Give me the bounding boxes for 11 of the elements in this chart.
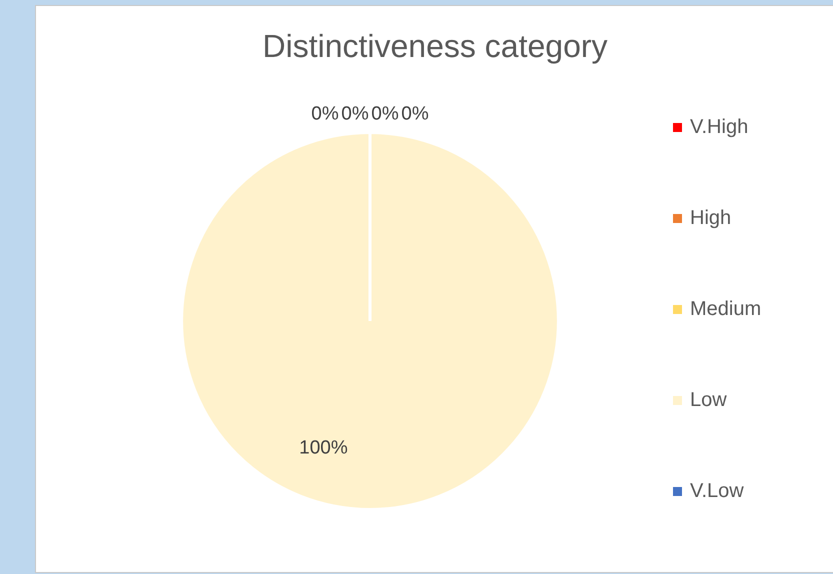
legend-label: V.Low [690, 480, 744, 503]
text: 0% [401, 104, 429, 125]
legend-label: Medium [690, 298, 762, 321]
legend-label: V.High [690, 116, 748, 139]
text: 0% [311, 104, 339, 125]
data-label: 100% [299, 438, 348, 459]
legend-label: High [690, 207, 732, 230]
text: 0% [341, 104, 369, 125]
legend-label: Low [690, 389, 727, 412]
chart-title: Distinctiveness category [261, 28, 609, 65]
text: 0% [371, 104, 399, 125]
